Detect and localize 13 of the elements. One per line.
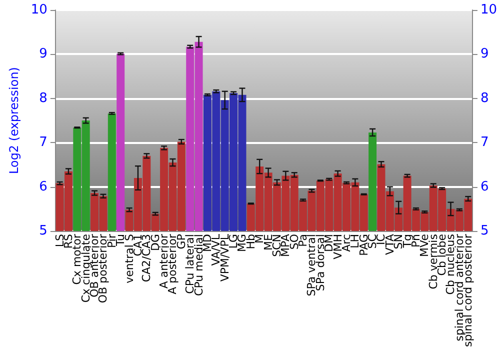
y2-tick-label: 8 — [480, 90, 489, 106]
y-tick-label: 7 — [39, 135, 48, 150]
y2-tick-label: 9 — [480, 46, 489, 62]
y-axis-title: Log2 (expression) — [7, 67, 21, 174]
y2-tick-label: 10 — [480, 2, 498, 18]
y-tick-label: 5 — [39, 224, 48, 239]
y-tick-label: 8 — [39, 90, 48, 106]
y-tick-label: 6 — [39, 179, 48, 194]
y2-tick-label: 6 — [480, 179, 489, 194]
y-tick-label: 10 — [30, 2, 48, 18]
y2-tick-label: 7 — [480, 135, 489, 150]
y2-tick-label: 5 — [480, 224, 489, 239]
y-tick-label: 9 — [39, 46, 48, 62]
